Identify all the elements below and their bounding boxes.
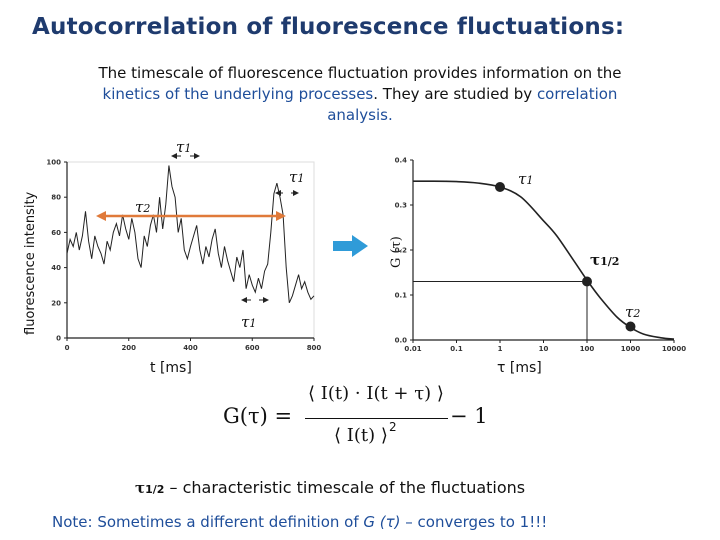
definition-text: – characteristic timescale of the fluctu… bbox=[164, 478, 526, 497]
intro-line-1: The timescale of fluorescence fluctuatio… bbox=[98, 64, 622, 82]
intro-text: The timescale of fluorescence fluctuatio… bbox=[40, 63, 680, 126]
right-xtick-label: 10 bbox=[539, 345, 549, 353]
note-g: G (τ) bbox=[363, 513, 401, 531]
page-title: Autocorrelation of fluorescence fluctuat… bbox=[32, 14, 625, 40]
note-c: – converges to 1!!! bbox=[400, 513, 548, 531]
left-ytick-label: 80 bbox=[51, 194, 61, 202]
tau2-label-left: τ2 bbox=[135, 198, 151, 216]
right-xtick-label: 10000 bbox=[662, 345, 686, 353]
left-ytick-label: 40 bbox=[51, 264, 61, 272]
formula-denominator: ⟨ I(t) ⟩ bbox=[334, 425, 388, 446]
right-ytick-label: 0.3 bbox=[395, 202, 408, 210]
right-chart-xlabel: τ [ms] bbox=[497, 360, 542, 376]
correlation-marker bbox=[625, 321, 636, 332]
definition-sub: 1/2 bbox=[145, 483, 165, 496]
intensity-trace-chart: 0 200 400 600 800 0 20 40 60 80 100 bbox=[46, 153, 322, 352]
left-xtick-label: 400 bbox=[183, 344, 198, 352]
definition-symbol: τ bbox=[135, 479, 146, 497]
intensity-line bbox=[66, 165, 315, 304]
right-xtick-label: 100 bbox=[580, 345, 595, 353]
tau2-label-corr: τ2 bbox=[625, 303, 641, 321]
left-xtick-label: 800 bbox=[307, 344, 322, 352]
autocorrelation-chart: 0.01 0.1 1 10 100 1000 10000 0.0 0.1 0.2 0.3 0.4 bbox=[395, 157, 687, 354]
left-ytick-label: 60 bbox=[51, 229, 61, 237]
definition-line: τ1/2 – characteristic timescale of the f… bbox=[135, 478, 525, 497]
left-xtick-label: 600 bbox=[245, 344, 260, 352]
left-chart-xlabel: t [ms] bbox=[150, 360, 192, 376]
tau1-label-corr: τ1 bbox=[518, 170, 534, 188]
left-xtick-label: 200 bbox=[121, 344, 136, 352]
left-ytick-label: 20 bbox=[51, 299, 61, 307]
left-xtick-label: 0 bbox=[65, 344, 70, 352]
right-ytick-label: 0.2 bbox=[395, 247, 408, 255]
intro-line-3: analysis. bbox=[327, 106, 393, 124]
intro-kinetics: kinetics of the underlying processes bbox=[102, 85, 374, 103]
right-xtick-label: 1000 bbox=[621, 345, 641, 353]
right-ytick-label: 0.0 bbox=[395, 337, 408, 345]
tau-half-label: τ1/2 bbox=[590, 251, 620, 269]
formula-fraction-bar bbox=[305, 418, 448, 419]
left-plot-frame bbox=[66, 161, 315, 339]
right-xtick-label: 0.1 bbox=[450, 345, 463, 353]
right-xtick-label: 1 bbox=[498, 345, 503, 353]
note-a: Note: Sometimes a different definition o… bbox=[52, 513, 364, 531]
correlation-curve bbox=[412, 180, 675, 340]
tau1-label-right: τ1 bbox=[289, 168, 305, 186]
intro-studied: . They are studied by bbox=[373, 85, 537, 103]
note-line: Note: Sometimes a different definition o… bbox=[52, 513, 547, 531]
formula-numerator: ⟨ I(t) · I(t + τ) ⟩ bbox=[308, 383, 444, 404]
left-ytick-label: 100 bbox=[46, 159, 61, 167]
right-ytick-label: 0.4 bbox=[395, 157, 408, 165]
tau1-arrows bbox=[171, 153, 299, 303]
formula-power: 2 bbox=[389, 420, 397, 434]
correlation-marker bbox=[495, 182, 505, 192]
left-ytick-label: 0 bbox=[56, 335, 61, 343]
formula-minus-one: − 1 bbox=[450, 404, 488, 428]
right-ytick-label: 0.1 bbox=[395, 292, 408, 300]
intro-correlation: correlation bbox=[536, 85, 618, 103]
right-xtick-label: 0.01 bbox=[404, 345, 421, 353]
transform-arrow bbox=[333, 235, 368, 257]
formula-lhs: G(τ) = bbox=[223, 404, 293, 428]
tau1-label-bottom: τ1 bbox=[241, 313, 257, 331]
intro-line-2: kinetics of the underlying processes. Th… bbox=[40, 84, 680, 105]
correlation-marker bbox=[582, 276, 592, 287]
tau1-label-top: τ1 bbox=[176, 138, 192, 156]
